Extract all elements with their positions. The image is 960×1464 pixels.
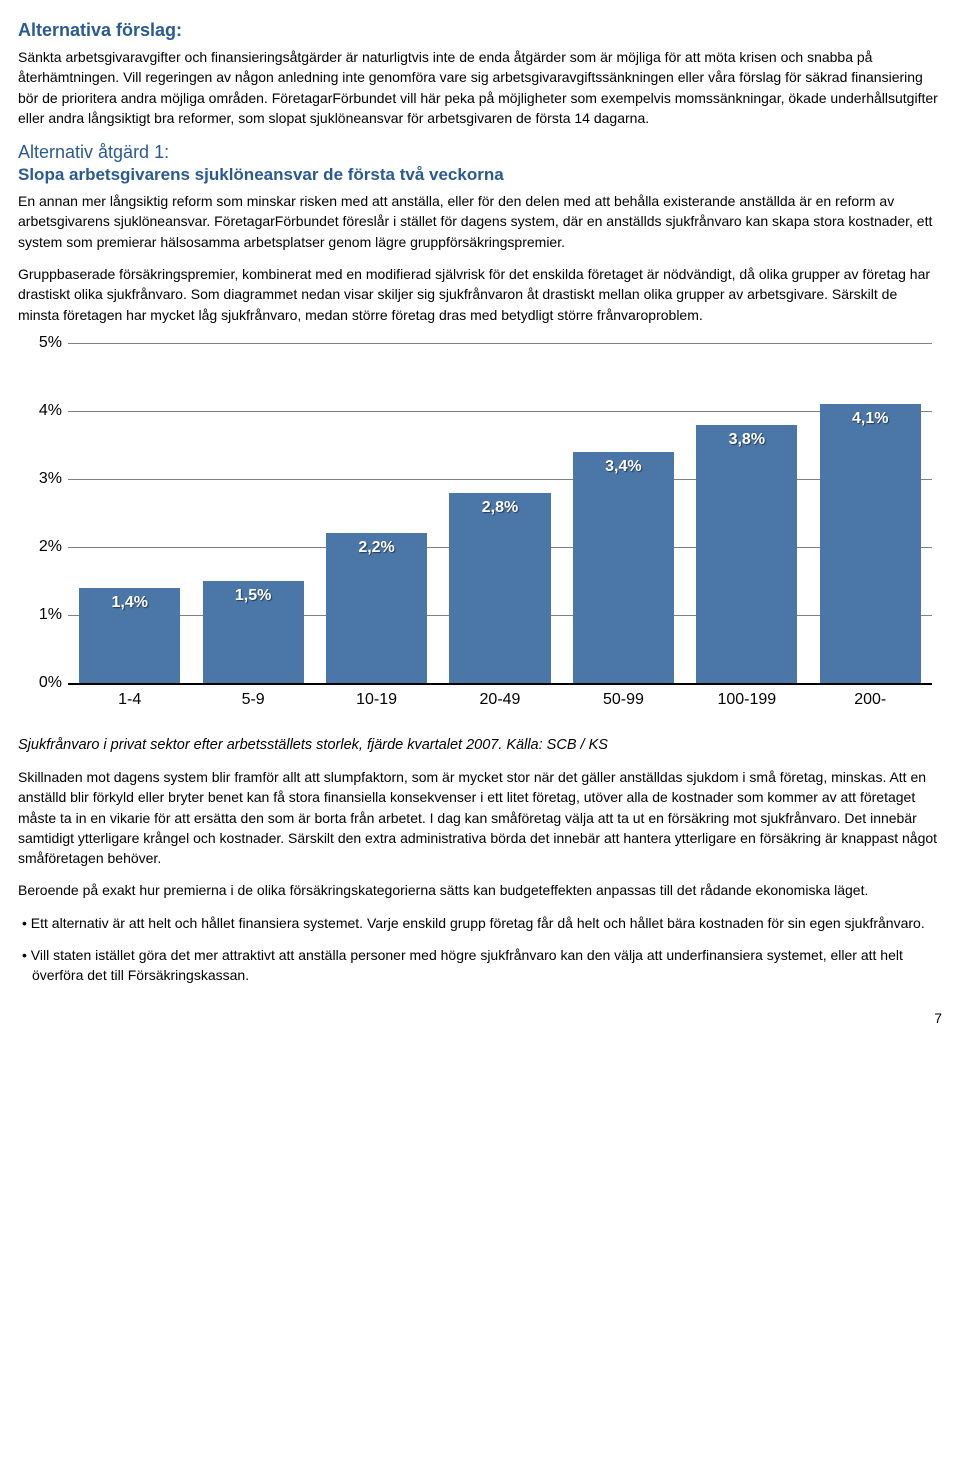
bar-value-label: 1,5% [203,587,304,605]
paragraph-5: Beroende på exakt hur premierna i de oli… [18,880,942,900]
bar-column: 4,1% [809,343,932,683]
intro-paragraph: Sänkta arbetsgivaravgifter och finansier… [18,47,942,128]
y-axis-label: 0% [18,674,62,692]
bars-container: 1,4% 1,5% 2,2% 2,8% 3,4% 3,8% 4,1% [68,343,932,683]
x-axis-label: 20-49 [438,691,561,709]
x-axis-label: 200- [809,691,932,709]
y-axis-label: 5% [18,334,62,352]
bar: 2,8% [449,493,550,683]
bar-column: 2,2% [315,343,438,683]
y-axis-label: 2% [18,538,62,556]
x-axis-label: 10-19 [315,691,438,709]
x-axis-label: 1-4 [68,691,191,709]
bar: 4,1% [820,404,921,683]
bullet-2: Vill staten istället göra det mer attrak… [18,945,942,986]
bar: 3,4% [573,452,674,683]
bar-value-label: 3,4% [573,458,674,476]
bar-column: 2,8% [438,343,561,683]
paragraph-2: En annan mer långsiktig reform som minsk… [18,191,942,252]
bar-value-label: 2,8% [449,499,550,517]
bar-column: 3,8% [685,343,808,683]
x-axis-labels: 1-45-910-1920-4950-99100-199200- [68,691,932,709]
bar-value-label: 3,8% [696,431,797,449]
heading-alternativa-forslag: Alternativa förslag: [18,20,942,41]
x-axis-label: 50-99 [562,691,685,709]
heading-alternativ-1: Alternativ åtgärd 1: [18,142,942,163]
bar-value-label: 1,4% [79,594,180,612]
y-axis-label: 3% [18,470,62,488]
bar-column: 3,4% [562,343,685,683]
bar-value-label: 2,2% [326,539,427,557]
x-axis-label: 5-9 [191,691,314,709]
bar: 2,2% [326,533,427,683]
chart-area: 5%4%3%2%1%0% 1,4%1,5%2,2%2,8%3,4%3,8%4,1… [68,343,932,723]
paragraph-3: Gruppbaserade försäkringspremier, kombin… [18,264,942,325]
page-number: 7 [18,1010,942,1026]
bullet-1: Ett alternativ är att helt och hållet fi… [18,913,942,933]
bar-value-label: 4,1% [820,410,921,428]
y-axis-label: 4% [18,402,62,420]
bar-column: 1,4% [68,343,191,683]
sick-leave-chart: 5%4%3%2%1%0% 1,4%1,5%2,2%2,8%3,4%3,8%4,1… [18,343,942,723]
document-page: Alternativa förslag: Sänkta arbetsgivara… [0,0,960,1044]
bar: 1,5% [203,581,304,683]
paragraph-4: Skillnaden mot dagens system blir framfö… [18,767,942,868]
bar: 3,8% [696,425,797,683]
subheading-slopa: Slopa arbetsgivarens sjuklöneansvar de f… [18,165,942,185]
x-axis-line [68,683,932,685]
chart-caption: Sjukfrånvaro i privat sektor efter arbet… [18,737,942,753]
bar: 1,4% [79,588,180,683]
bar-column: 1,5% [191,343,314,683]
y-axis-label: 1% [18,606,62,624]
x-axis-label: 100-199 [685,691,808,709]
